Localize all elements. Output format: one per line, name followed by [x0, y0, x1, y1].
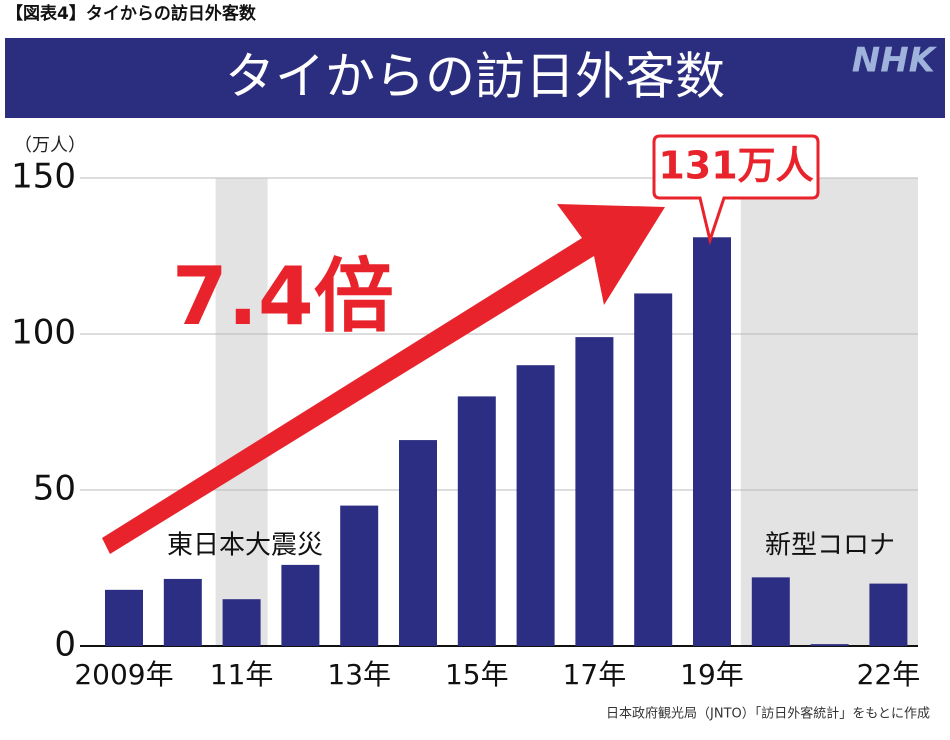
y-tick-label: 100: [11, 313, 76, 353]
chart-title: タイからの訪日外客数: [225, 48, 725, 106]
shaded-period: [215, 178, 268, 646]
covid-annotation: 新型コロナ: [765, 531, 895, 561]
bar: [457, 396, 496, 646]
plot-layer: 2009年 11年 13年 15年 17年 19年 22年: [74, 237, 920, 691]
shaded-period: [740, 178, 918, 646]
title-banner: [5, 38, 945, 118]
y-axis-label: （万人）: [14, 135, 86, 156]
bar: [751, 577, 790, 646]
y-tick-label: 50: [33, 469, 76, 509]
y-tick-label: 0: [54, 625, 76, 665]
x-tick-label: 11年: [210, 658, 274, 691]
x-tick-label: 15年: [445, 658, 509, 691]
bar: [869, 583, 908, 646]
bar: [105, 589, 143, 646]
bar: [340, 505, 379, 646]
source-note: 日本政府観光局（JNTO）「訪日外客統計」をもとに作成: [606, 706, 930, 722]
growth-arrow: [102, 204, 665, 554]
earthquake-annotation: 東日本大震災: [167, 531, 323, 561]
x-tick-label: 17年: [563, 658, 627, 691]
y-tick-label: 150: [11, 157, 76, 197]
x-tick-label: 19年: [680, 658, 744, 691]
growth-annotation: 7.4倍: [172, 250, 394, 343]
background-layer: 0 50 100 150: [11, 157, 918, 665]
peak-callout: [652, 134, 820, 246]
bar: [222, 599, 261, 646]
peak-annotation: 131万人: [658, 144, 813, 188]
x-tick-label: 2009年: [74, 658, 173, 691]
bar: [399, 440, 437, 646]
bar: [810, 644, 849, 646]
bar: [634, 293, 673, 646]
x-tick-label: 22年: [857, 658, 921, 691]
bar: [693, 237, 731, 646]
bar: [163, 578, 202, 646]
bar: [575, 337, 614, 646]
brand-logo: NHK: [852, 41, 938, 81]
bar: [281, 564, 320, 646]
header: 【図表4】タイからの訪日外客数: [6, 3, 257, 24]
x-tick-label: 13年: [327, 658, 391, 691]
bar: [516, 365, 555, 646]
